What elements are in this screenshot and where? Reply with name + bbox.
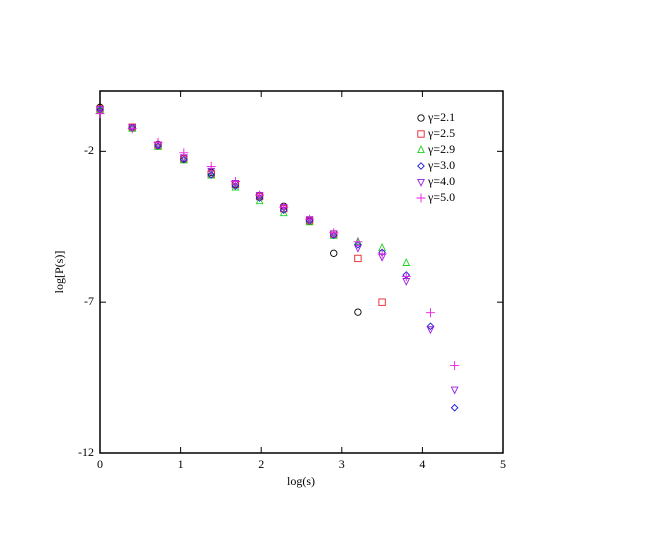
point [426, 322, 435, 331]
x-tick-label: 0 [97, 457, 103, 471]
point [230, 177, 240, 186]
point [401, 272, 411, 282]
point [450, 403, 459, 412]
point [329, 228, 339, 238]
legend-marker [417, 145, 425, 154]
y-axis-label: log[P(s)] [52, 251, 66, 294]
legend-label: γ=2.9 [427, 142, 455, 156]
legend-marker [417, 162, 425, 170]
point [179, 155, 188, 164]
point [329, 231, 338, 240]
x-tick-label: 2 [258, 457, 264, 471]
x-tick-label: 1 [178, 457, 184, 471]
point [206, 161, 216, 171]
legend-marker [417, 178, 425, 187]
x-axis-label: log(s) [287, 474, 315, 488]
legend-marker [417, 114, 425, 122]
point [425, 308, 435, 318]
point [450, 361, 460, 371]
point [330, 249, 338, 257]
point [231, 182, 240, 190]
legend-marker [417, 130, 425, 138]
y-tick-label: -2 [84, 143, 94, 157]
point [450, 386, 459, 395]
point [305, 214, 315, 224]
plot-frame [99, 90, 504, 454]
point [96, 106, 104, 114]
point [231, 182, 240, 191]
legend-label: γ=2.1 [427, 110, 455, 124]
point [354, 254, 362, 263]
point [354, 241, 362, 249]
legend-label: γ=2.5 [427, 126, 455, 140]
point [402, 258, 411, 266]
legend-label: γ=4.0 [427, 174, 455, 188]
point [255, 196, 264, 205]
legend-marker [416, 193, 426, 203]
point [305, 217, 314, 226]
x-tick-label: 5 [500, 457, 506, 471]
y-tick-label: -7 [84, 294, 94, 308]
point [279, 206, 288, 214]
point [377, 249, 387, 259]
point [127, 124, 137, 134]
x-tick-label: 4 [419, 457, 425, 471]
legend-label: γ=3.0 [427, 158, 455, 172]
point [255, 194, 264, 202]
point [353, 237, 363, 247]
point [378, 298, 386, 306]
point [279, 208, 288, 217]
point [207, 171, 216, 179]
legend-label: γ=5.0 [427, 190, 455, 204]
point [153, 137, 163, 147]
x-tick-label: 3 [339, 457, 345, 471]
point [279, 202, 289, 212]
point [95, 109, 105, 119]
point [354, 308, 362, 316]
point [179, 148, 189, 158]
point [426, 326, 435, 335]
point [255, 190, 265, 200]
y-tick-label: -12 [78, 445, 94, 459]
